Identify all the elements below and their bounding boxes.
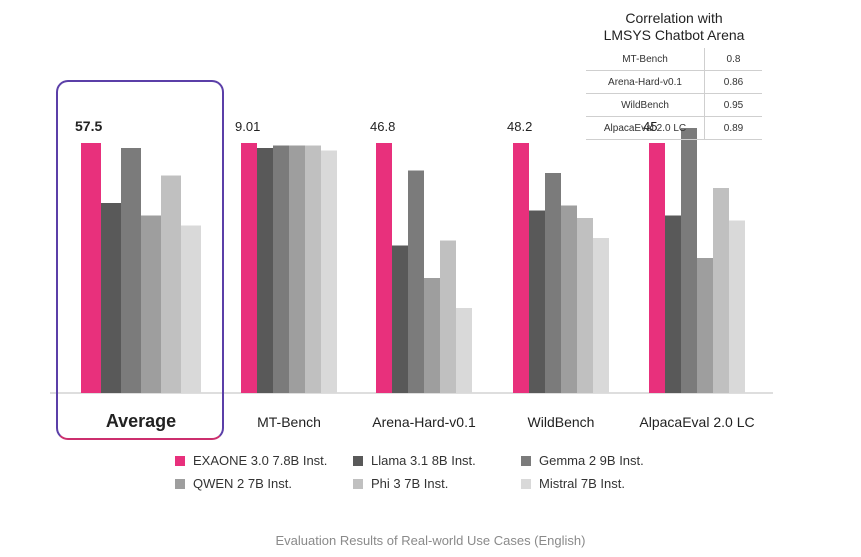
category-label: WildBench — [528, 414, 595, 430]
legend-swatch-gemma — [521, 455, 531, 466]
table-row: Arena-Hard-v0.1 0.86 — [586, 70, 762, 94]
legend-item: EXAONE 3.0 7.8B Inst. — [175, 453, 327, 468]
legend-label: QWEN 2 7B Inst. — [193, 476, 292, 491]
legend-swatch-mistral — [521, 478, 531, 489]
legend-swatch-llama — [353, 455, 363, 466]
data-label: 9.01 — [235, 119, 260, 134]
bar — [593, 238, 609, 393]
bar-chart: 57.5 Average 9.01 MT-Bench 46.8 Arena-Hard-v0… — [50, 118, 773, 431]
correlation-benchmark: Arena-Hard-v0.1 — [586, 70, 705, 94]
correlation-value: 0.8 — [704, 48, 762, 71]
data-label: 46.8 — [370, 119, 395, 134]
legend-label: Phi 3 7B Inst. — [371, 476, 449, 491]
bar — [729, 220, 745, 393]
bar — [81, 143, 101, 393]
correlation-title: Correlation with LMSYS Chatbot Arena — [586, 10, 762, 44]
bar — [513, 143, 529, 393]
bar — [257, 148, 273, 393]
bar — [577, 218, 593, 393]
bar — [440, 240, 456, 393]
category-label: AlpacaEval 2.0 LC — [639, 414, 754, 430]
category-label: MT-Bench — [257, 414, 321, 430]
bar — [321, 150, 337, 393]
table-row: MT-Bench 0.8 — [586, 48, 762, 71]
legend-label: Mistral 7B Inst. — [539, 476, 625, 491]
legend-label: Gemma 2 9B Inst. — [539, 453, 644, 468]
bar — [161, 175, 181, 393]
bar — [289, 145, 305, 393]
bar — [408, 170, 424, 393]
correlation-table: MT-Bench 0.8 Arena-Hard-v0.1 0.86 WildBe… — [586, 48, 762, 140]
legend-swatch-phi — [353, 478, 363, 489]
legend-item: Llama 3.1 8B Inst. — [353, 453, 476, 468]
data-label: 57.5 — [75, 118, 102, 134]
legend-item: Gemma 2 9B Inst. — [521, 453, 644, 468]
bar — [181, 225, 201, 393]
correlation-benchmark: AlpacaEval 2.0 LC — [586, 116, 705, 140]
bar — [141, 215, 161, 393]
bar — [376, 143, 392, 393]
correlation-benchmark: MT-Bench — [586, 48, 705, 71]
bar — [305, 145, 321, 393]
bar — [121, 148, 141, 393]
table-row: WildBench 0.95 — [586, 93, 762, 117]
bar — [456, 308, 472, 393]
correlation-title-line2: LMSYS Chatbot Arena — [603, 27, 745, 43]
bar — [681, 128, 697, 393]
legend-swatch-qwen — [175, 478, 185, 489]
correlation-title-line1: Correlation with — [625, 10, 723, 26]
legend-item: QWEN 2 7B Inst. — [175, 476, 292, 491]
legend-swatch-exaone — [175, 455, 185, 466]
correlation-value: 0.86 — [704, 70, 762, 94]
correlation-benchmark: WildBench — [586, 93, 705, 117]
bar — [545, 173, 561, 393]
table-row: AlpacaEval 2.0 LC 0.89 — [586, 116, 762, 140]
bar — [273, 145, 289, 393]
legend-label: Llama 3.1 8B Inst. — [371, 453, 476, 468]
bar — [649, 143, 665, 393]
legend-item: Phi 3 7B Inst. — [353, 476, 448, 491]
correlation-panel: Correlation with LMSYS Chatbot Arena MT-… — [586, 10, 762, 140]
legend-item: Mistral 7B Inst. — [521, 476, 625, 491]
data-label: 48.2 — [507, 119, 532, 134]
figure-caption: Evaluation Results of Real-world Use Cas… — [275, 533, 586, 548]
bar — [529, 210, 545, 393]
bar — [392, 245, 408, 393]
category-label: Arena-Hard-v0.1 — [372, 414, 476, 430]
bar — [713, 188, 729, 393]
bar — [101, 203, 121, 393]
bar — [561, 205, 577, 393]
legend-label: EXAONE 3.0 7.8B Inst. — [193, 453, 328, 468]
correlation-value: 0.95 — [704, 93, 762, 117]
bar — [241, 143, 257, 393]
bar — [424, 278, 440, 393]
category-label: Average — [106, 411, 176, 431]
bar — [665, 215, 681, 393]
bar — [697, 258, 713, 393]
correlation-value: 0.89 — [704, 116, 762, 140]
